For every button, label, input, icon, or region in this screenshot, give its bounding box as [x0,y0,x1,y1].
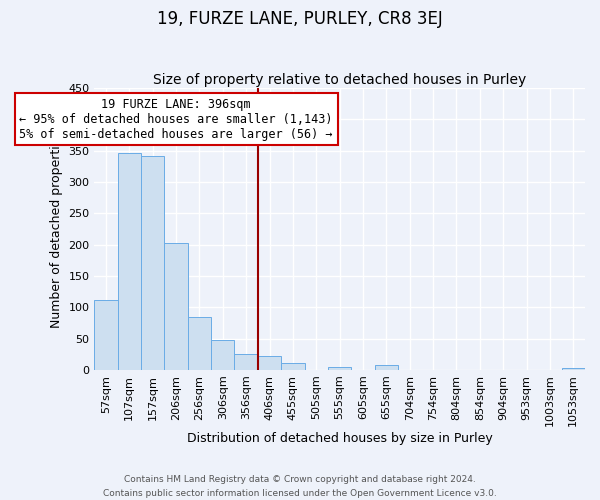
Bar [188,316,211,370]
Bar [562,368,585,370]
X-axis label: Distribution of detached houses by size in Purley: Distribution of detached houses by size … [187,432,493,445]
Bar [94,300,118,370]
Bar [281,363,305,370]
Bar [118,152,141,370]
Bar [211,340,235,370]
Title: Size of property relative to detached houses in Purley: Size of property relative to detached ho… [153,73,526,87]
Text: Contains HM Land Registry data © Crown copyright and database right 2024.
Contai: Contains HM Land Registry data © Crown c… [103,476,497,498]
Bar [141,156,164,370]
Bar [258,356,281,370]
Y-axis label: Number of detached properties: Number of detached properties [50,130,63,328]
Bar [374,365,398,370]
Text: 19, FURZE LANE, PURLEY, CR8 3EJ: 19, FURZE LANE, PURLEY, CR8 3EJ [157,10,443,28]
Text: 19 FURZE LANE: 396sqm
← 95% of detached houses are smaller (1,143)
5% of semi-de: 19 FURZE LANE: 396sqm ← 95% of detached … [19,98,333,140]
Bar [164,244,188,370]
Bar [328,366,352,370]
Bar [235,354,258,370]
